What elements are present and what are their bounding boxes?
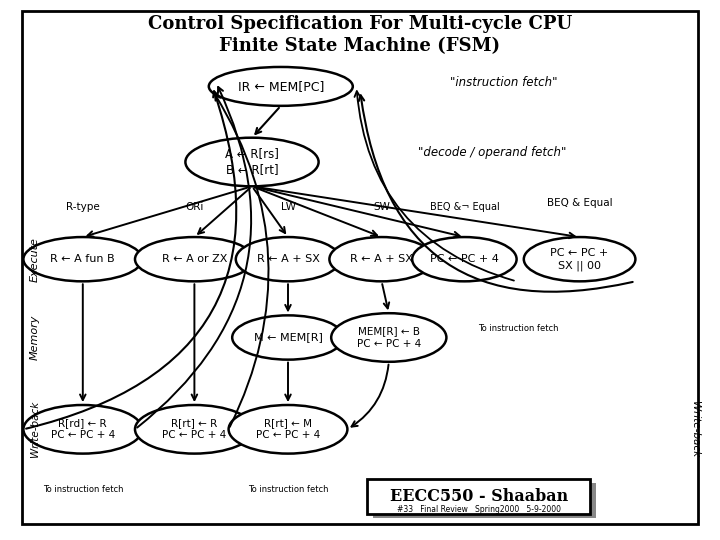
Text: R[rd] ← R
PC ← PC + 4: R[rd] ← R PC ← PC + 4 — [50, 418, 115, 441]
Text: R[rt] ← M
PC ← PC + 4: R[rt] ← M PC ← PC + 4 — [256, 418, 320, 441]
Text: LW: LW — [281, 201, 295, 212]
Ellipse shape — [524, 237, 635, 281]
Text: PC ← PC +
SX || 00: PC ← PC + SX || 00 — [551, 248, 608, 271]
Text: BEQ & Equal: BEQ & Equal — [546, 198, 613, 208]
Ellipse shape — [209, 67, 353, 106]
Text: To instruction fetch: To instruction fetch — [248, 485, 328, 494]
Text: M ← MEM[R]: M ← MEM[R] — [253, 333, 323, 342]
Text: "instruction fetch": "instruction fetch" — [450, 76, 557, 89]
Ellipse shape — [331, 313, 446, 362]
Text: R ← A fun B: R ← A fun B — [50, 254, 115, 264]
Bar — [367, 479, 590, 514]
Ellipse shape — [23, 405, 142, 454]
Ellipse shape — [413, 237, 517, 281]
Ellipse shape — [23, 237, 142, 281]
Text: "decode / operand fetch": "decode / operand fetch" — [418, 146, 566, 159]
Text: Control Specification For Multi-cycle CPU: Control Specification For Multi-cycle CP… — [148, 15, 572, 33]
Text: #33   Final Review   Spring2000   5-9-2000: #33 Final Review Spring2000 5-9-2000 — [397, 505, 561, 514]
Ellipse shape — [236, 237, 340, 281]
Text: ORi: ORi — [185, 201, 204, 212]
Text: SW: SW — [373, 201, 390, 212]
Text: PC ← PC + 4: PC ← PC + 4 — [430, 254, 499, 264]
Text: Execute: Execute — [30, 237, 40, 282]
Text: R[rt] ← R
PC ← PC + 4: R[rt] ← R PC ← PC + 4 — [162, 418, 227, 441]
Ellipse shape — [232, 315, 344, 360]
Text: R-type: R-type — [66, 201, 99, 212]
Ellipse shape — [185, 138, 318, 186]
Ellipse shape — [135, 237, 254, 281]
Text: Write-back: Write-back — [30, 401, 40, 457]
Text: R ← A or ZX: R ← A or ZX — [162, 254, 227, 264]
Text: Finite State Machine (FSM): Finite State Machine (FSM) — [220, 37, 500, 55]
Text: MEM[R] ← B
PC ← PC + 4: MEM[R] ← B PC ← PC + 4 — [356, 326, 421, 349]
Ellipse shape — [330, 237, 433, 281]
Text: R ← A + SX: R ← A + SX — [350, 254, 413, 264]
Text: To instruction fetch: To instruction fetch — [42, 485, 123, 494]
Text: Memory: Memory — [30, 315, 40, 360]
Text: IR ← MEM[PC]: IR ← MEM[PC] — [238, 80, 324, 93]
Text: EECC550 - Shaaban: EECC550 - Shaaban — [390, 488, 568, 505]
Text: R ← A + SX: R ← A + SX — [256, 254, 320, 264]
Bar — [373, 483, 596, 518]
Ellipse shape — [229, 405, 348, 454]
Text: BEQ &¬ Equal: BEQ &¬ Equal — [430, 201, 499, 212]
Text: A ← R[rs]
B ← R[rt]: A ← R[rs] B ← R[rt] — [225, 147, 279, 177]
Ellipse shape — [135, 405, 254, 454]
Text: To instruction fetch: To instruction fetch — [478, 324, 559, 333]
Text: Write-back: Write-back — [690, 401, 700, 457]
